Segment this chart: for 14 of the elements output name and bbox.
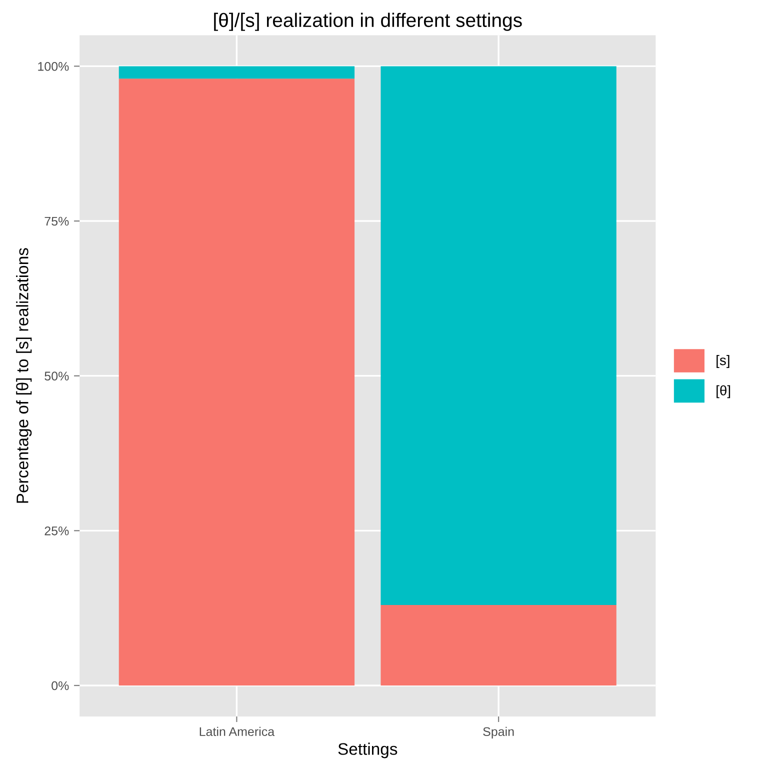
- bar: [118, 66, 355, 79]
- y-tick-label: 0%: [52, 681, 69, 690]
- bar: [380, 604, 616, 686]
- x-tick-label: Latin America: [200, 726, 275, 736]
- y-tick-label: 75%: [44, 216, 69, 226]
- y-axis-title: Percentage of [θ] to [s] realizations: [16, 248, 32, 503]
- y-tick-label: 50%: [44, 372, 69, 380]
- chart-title: [θ]/[s] realization in different settings: [214, 12, 522, 31]
- x-axis-title: Settings: [338, 742, 398, 758]
- x-tick-label: Spain: [483, 726, 514, 739]
- y-tick-label: 25%: [44, 526, 69, 536]
- y-tick-label: 100%: [38, 62, 69, 71]
- legend-label: [θ]: [716, 385, 730, 398]
- legend-label: [s]: [716, 355, 730, 368]
